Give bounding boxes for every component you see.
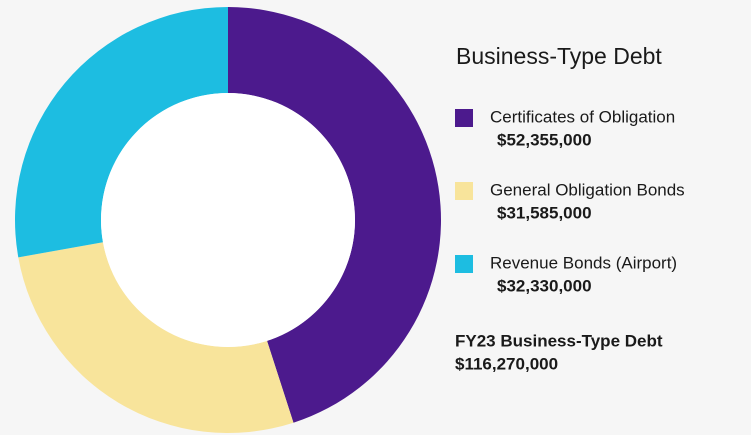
value-label: $31,585,000 — [497, 203, 592, 222]
value-label: $32,330,000 — [497, 276, 592, 295]
legend-swatch — [455, 109, 473, 127]
value-label: $52,355,000 — [497, 130, 592, 149]
donut-hole — [101, 93, 355, 347]
donut-segment — [228, 6, 442, 423]
total-value: $116,270,000 — [455, 354, 558, 373]
donut-segment — [14, 7, 229, 258]
donut-segment — [18, 242, 294, 434]
legend-swatch — [455, 255, 473, 273]
chart-title: Business-Type Debt — [456, 43, 662, 69]
legend-label: General Obligation Bonds — [490, 180, 685, 199]
legend-label: Certificates of Obligation — [490, 107, 675, 126]
legend-label: Revenue Bonds (Airport) — [490, 253, 677, 272]
legend-swatch — [455, 182, 473, 200]
total-label: FY23 Business-Type Debt — [455, 331, 663, 350]
